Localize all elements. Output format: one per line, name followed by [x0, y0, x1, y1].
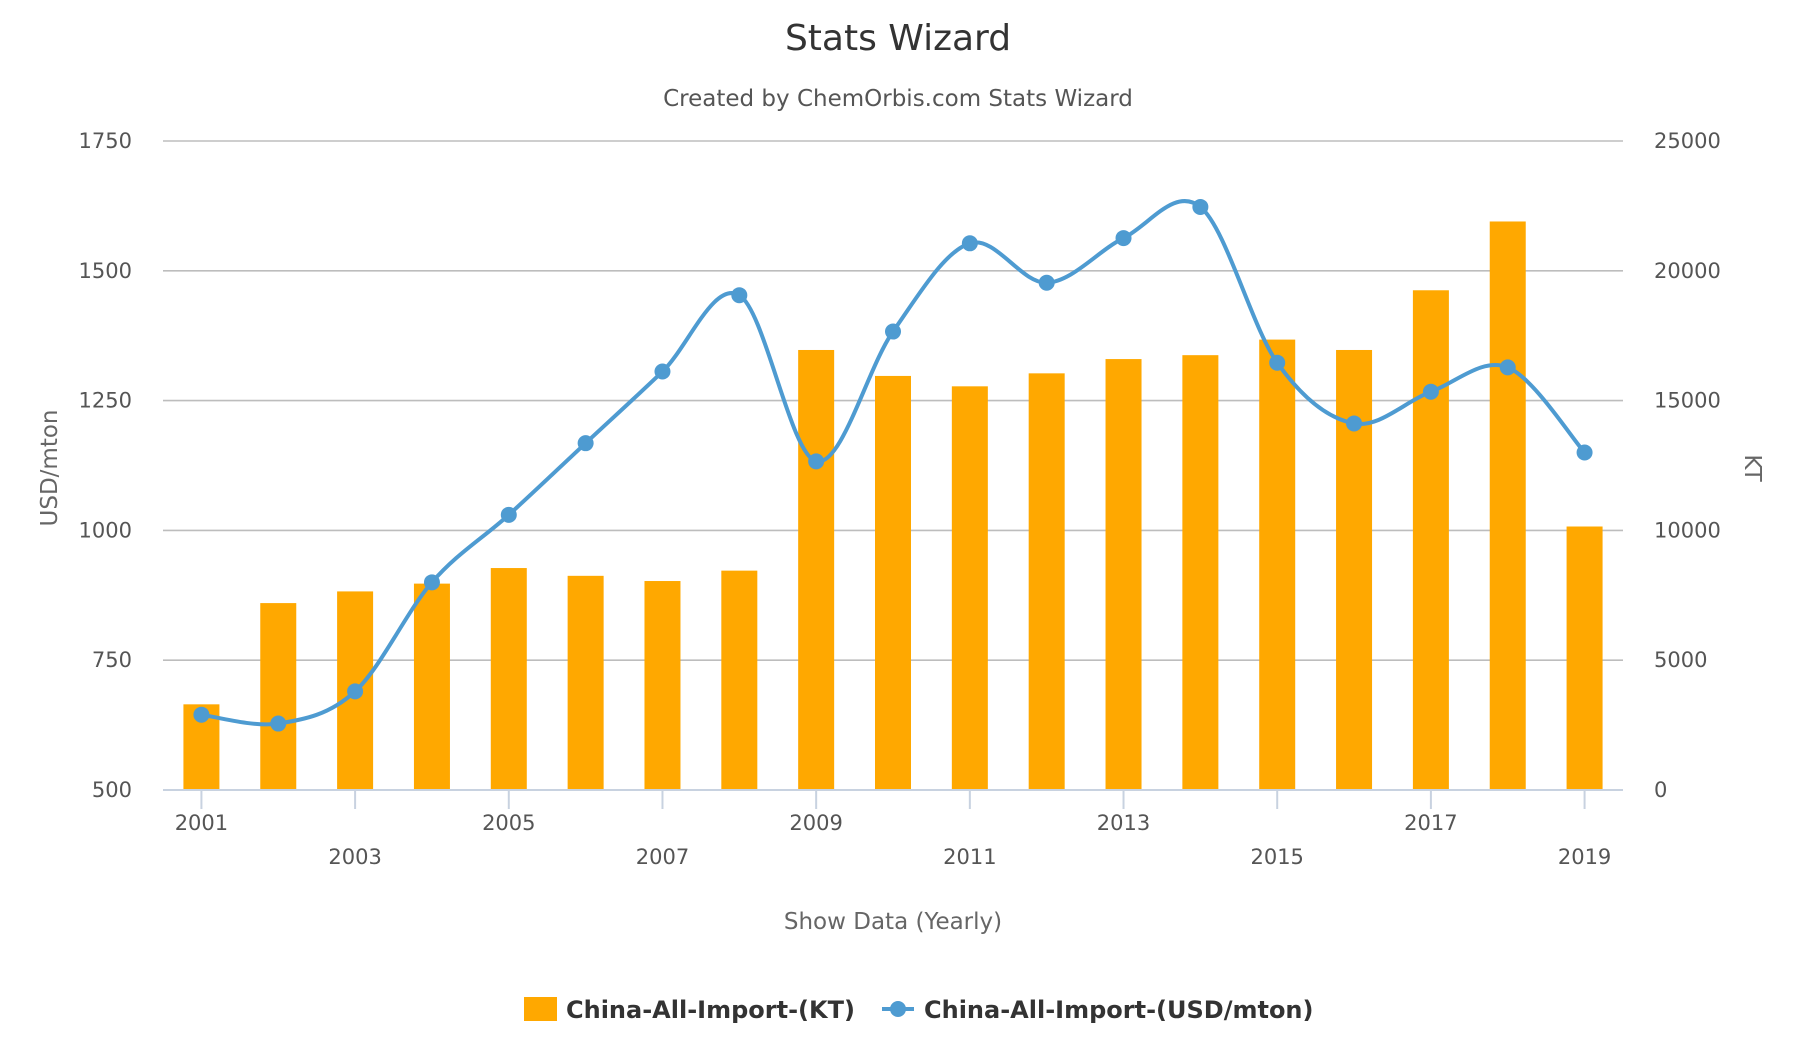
legend-line-marker: [890, 1001, 906, 1017]
right-tick-label: 20000: [1654, 259, 1721, 283]
x-tick-label: 2011: [943, 845, 996, 869]
bar[interactable]: [490, 568, 527, 790]
right-tick-label: 25000: [1654, 129, 1721, 153]
right-axis-ticks: 0 5000 10000 15000 20000 25000: [1654, 129, 1721, 802]
line-point[interactable]: [1346, 415, 1363, 432]
line-point[interactable]: [1192, 198, 1209, 215]
legend-bar-label: China-All-Import-(KT): [566, 996, 855, 1024]
bar[interactable]: [567, 575, 604, 790]
bar[interactable]: [1105, 359, 1142, 790]
bar[interactable]: [798, 349, 835, 790]
left-tick-label: 500: [92, 778, 132, 802]
line-point[interactable]: [423, 574, 440, 591]
line-point[interactable]: [654, 363, 671, 380]
chart-title: Stats Wizard: [785, 18, 1011, 59]
line-point[interactable]: [885, 323, 901, 340]
x-axis-title: Show Data (Yearly): [784, 909, 1002, 935]
line-point[interactable]: [577, 435, 594, 452]
x-tick-label: 2005: [482, 811, 535, 835]
bar[interactable]: [875, 375, 911, 790]
legend-line-label: China-All-Import-(USD/mton): [924, 996, 1313, 1024]
right-tick-label: 0: [1654, 778, 1667, 802]
x-tick-label: 2013: [1097, 811, 1150, 835]
left-tick-label: 1750: [79, 129, 132, 153]
line-point[interactable]: [1576, 444, 1593, 461]
line-point[interactable]: [731, 287, 748, 304]
left-tick-label: 1500: [79, 259, 132, 283]
x-tick-label: 2001: [175, 811, 228, 835]
left-tick-label: 1250: [79, 389, 132, 413]
bar[interactable]: [1182, 355, 1219, 790]
line-series: [193, 198, 1593, 732]
x-tick-label: 2003: [328, 845, 381, 869]
line-point[interactable]: [270, 715, 287, 732]
bar-series: [183, 221, 1603, 790]
x-tick-label: 2009: [789, 811, 842, 835]
legend-bar-swatch: [524, 997, 557, 1021]
x-tick-label: 2015: [1250, 845, 1303, 869]
bar[interactable]: [951, 386, 988, 790]
right-tick-label: 10000: [1654, 518, 1721, 542]
legend: China-All-Import-(KT) China-All-Import-(…: [524, 996, 1313, 1024]
line-point[interactable]: [347, 683, 364, 700]
legend-item-bars[interactable]: China-All-Import-(KT): [524, 996, 855, 1024]
line-point[interactable]: [961, 235, 978, 252]
x-axis: 2001 2003 2005 2007 2009 2011 2013 2015 2017 2019: [163, 789, 1623, 869]
bar[interactable]: [413, 583, 450, 790]
left-axis-ticks: 500 750 1000 1250 1500 1750: [79, 129, 132, 802]
bar[interactable]: [1566, 526, 1603, 790]
x-tick-label: 2017: [1404, 811, 1457, 835]
bar[interactable]: [1028, 373, 1065, 790]
bar[interactable]: [1489, 221, 1526, 790]
bar[interactable]: [260, 603, 297, 790]
line-point[interactable]: [1269, 354, 1286, 371]
right-tick-label: 15000: [1654, 389, 1721, 413]
legend-item-line[interactable]: China-All-Import-(USD/mton): [882, 996, 1313, 1024]
bar[interactable]: [644, 581, 681, 790]
bar[interactable]: [721, 570, 758, 790]
left-tick-label: 750: [92, 648, 132, 672]
line-point[interactable]: [1038, 274, 1055, 291]
bar[interactable]: [1412, 290, 1449, 790]
line-path: [201, 199, 1587, 727]
chart-subtitle: Created by ChemOrbis.com Stats Wizard: [663, 86, 1133, 112]
line-point[interactable]: [1499, 359, 1516, 376]
line-point[interactable]: [193, 706, 210, 723]
left-axis-title: USD/mton: [37, 410, 63, 527]
right-axis-title: KT: [1739, 454, 1765, 482]
line-point[interactable]: [1422, 383, 1439, 400]
line-point[interactable]: [1115, 230, 1132, 247]
bar[interactable]: [1259, 339, 1296, 790]
line-point[interactable]: [500, 506, 517, 523]
right-tick-label: 5000: [1654, 648, 1707, 672]
left-tick-label: 1000: [79, 518, 132, 542]
x-tick-label: 2007: [636, 845, 689, 869]
line-point[interactable]: [808, 453, 825, 470]
x-tick-label: 2019: [1558, 845, 1611, 869]
